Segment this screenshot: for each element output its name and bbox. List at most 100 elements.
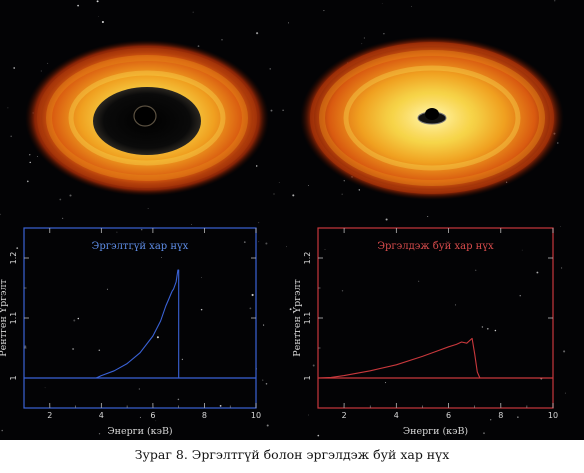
star bbox=[47, 62, 49, 64]
star bbox=[282, 109, 284, 111]
star bbox=[343, 180, 345, 182]
star bbox=[262, 379, 264, 381]
star bbox=[29, 154, 31, 156]
star bbox=[455, 304, 457, 306]
star bbox=[278, 182, 280, 183]
star bbox=[266, 424, 269, 427]
star bbox=[147, 208, 149, 209]
star bbox=[255, 165, 258, 167]
star bbox=[77, 4, 79, 7]
series-line bbox=[317, 337, 481, 379]
star bbox=[265, 383, 268, 385]
series-line bbox=[95, 269, 180, 379]
y-tick-label: 1.1 bbox=[9, 312, 18, 325]
star bbox=[1, 429, 3, 432]
star bbox=[36, 156, 38, 157]
star bbox=[286, 246, 287, 248]
star bbox=[521, 249, 523, 251]
x-tick-label: 10 bbox=[251, 411, 261, 420]
x-tick-label: 4 bbox=[394, 411, 399, 420]
star bbox=[308, 185, 309, 186]
star bbox=[358, 189, 360, 191]
star bbox=[385, 218, 388, 221]
star bbox=[411, 6, 412, 7]
x-tick-label: 6 bbox=[446, 411, 451, 420]
y-tick-label: 1 bbox=[9, 375, 18, 380]
star bbox=[44, 387, 46, 389]
star bbox=[270, 109, 273, 112]
star bbox=[490, 419, 492, 421]
x-axis-label: Энерги (кэВ) bbox=[403, 426, 468, 437]
star bbox=[324, 249, 326, 250]
x-axis-label: Энерги (кэВ) bbox=[107, 426, 172, 437]
star bbox=[287, 22, 290, 24]
star bbox=[201, 277, 202, 278]
x-tick-label: 6 bbox=[150, 411, 155, 420]
star bbox=[494, 329, 497, 332]
black-hole bbox=[133, 105, 157, 127]
star bbox=[292, 194, 295, 197]
figure-canvas: Эргэлтгүй хар нүх 2 4 6 8 10 1 1.1 1.2 Энерги (кэ… bbox=[0, 0, 566, 440]
star bbox=[361, 43, 363, 45]
star bbox=[156, 336, 159, 339]
star bbox=[24, 345, 27, 348]
star bbox=[177, 398, 180, 401]
star bbox=[0, 213, 1, 216]
x-tick-label: 2 bbox=[47, 411, 52, 420]
y-axis-label: Рентген Үргэлт bbox=[292, 279, 303, 357]
star bbox=[181, 358, 184, 361]
star bbox=[200, 308, 203, 311]
star bbox=[323, 10, 325, 12]
star bbox=[317, 434, 320, 437]
star bbox=[559, 226, 561, 227]
star bbox=[101, 20, 104, 24]
star bbox=[219, 405, 222, 407]
star bbox=[385, 382, 387, 384]
star bbox=[258, 222, 260, 224]
star bbox=[519, 295, 521, 297]
star bbox=[7, 107, 9, 109]
star bbox=[221, 39, 223, 41]
star bbox=[481, 326, 484, 328]
star bbox=[77, 317, 80, 320]
star bbox=[98, 433, 101, 435]
figure: Эргэлтгүй хар нүх 2 4 6 8 10 1 1.1 1.2 Энерги (кэ… bbox=[0, 0, 584, 440]
star bbox=[16, 247, 19, 249]
y-tick-label: 1.1 bbox=[303, 312, 312, 325]
star bbox=[418, 280, 420, 282]
star bbox=[131, 248, 134, 250]
y-axis-label: Рентген Үргэлт bbox=[0, 279, 9, 357]
x-tick-label: 10 bbox=[548, 411, 558, 420]
star bbox=[561, 267, 563, 269]
star bbox=[427, 216, 429, 217]
figure-caption: Зураг 8. Эргэлтгүй болон эргэлдэж буй ха… bbox=[134, 447, 450, 462]
star bbox=[273, 193, 275, 195]
star bbox=[61, 217, 64, 220]
star bbox=[29, 161, 31, 164]
plot-frame bbox=[317, 227, 554, 409]
star bbox=[312, 364, 315, 367]
x-tick-label: 8 bbox=[202, 411, 207, 420]
black-hole bbox=[425, 108, 439, 120]
y-tick-label: 1.2 bbox=[9, 252, 18, 265]
star bbox=[563, 350, 566, 353]
x-tick-label: 8 bbox=[498, 411, 503, 420]
star bbox=[155, 420, 157, 422]
star bbox=[486, 327, 489, 330]
x-tick-label: 2 bbox=[342, 411, 347, 420]
star bbox=[263, 324, 265, 326]
star bbox=[341, 290, 344, 292]
star bbox=[191, 224, 192, 225]
star bbox=[171, 439, 173, 440]
star bbox=[474, 269, 477, 272]
star bbox=[258, 241, 260, 243]
star bbox=[13, 67, 16, 69]
star bbox=[251, 293, 254, 297]
star bbox=[40, 70, 42, 72]
star bbox=[139, 416, 141, 418]
star bbox=[536, 271, 539, 274]
star bbox=[116, 231, 118, 233]
star bbox=[341, 193, 343, 195]
rotating-black-hole-disk bbox=[300, 36, 564, 200]
star bbox=[69, 194, 72, 197]
